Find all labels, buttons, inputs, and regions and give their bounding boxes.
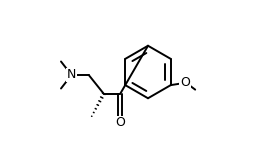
Text: O: O [180, 76, 190, 89]
Text: O: O [115, 117, 125, 129]
Text: N: N [67, 69, 76, 81]
